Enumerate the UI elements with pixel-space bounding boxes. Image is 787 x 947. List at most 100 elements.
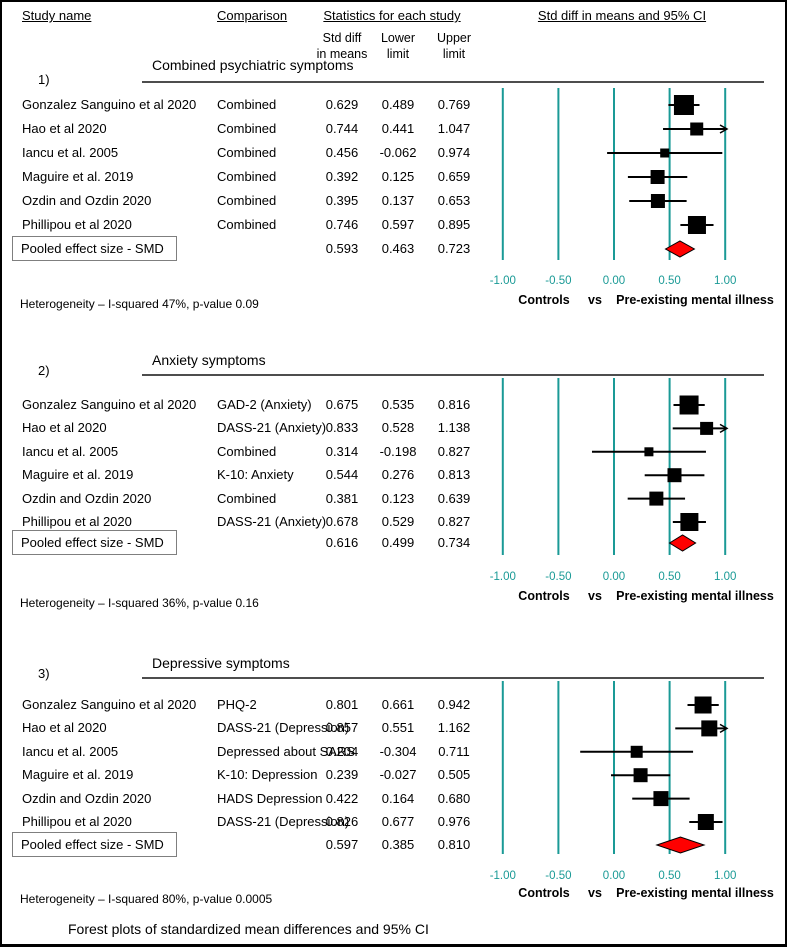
pooled-value-cell: 0.597 bbox=[325, 837, 359, 852]
effect-size-marker bbox=[653, 791, 669, 807]
comparison-cell: K-10: Anxiety bbox=[217, 467, 294, 483]
stat-value-cell: 0.653 bbox=[437, 193, 471, 208]
stat-value-cell: 0.661 bbox=[381, 697, 415, 712]
stat-value-cell: 0.629 bbox=[325, 97, 359, 112]
study-name-cell: Hao et al 2020 bbox=[22, 420, 107, 436]
axis-tick-label: 0.50 bbox=[658, 870, 681, 882]
stat-value-cell: 0.659 bbox=[437, 169, 471, 184]
stat-value-cell: 0.833 bbox=[325, 420, 359, 436]
stat-value-cell: -0.027 bbox=[379, 767, 417, 783]
comparison-cell: K-10: Depression bbox=[217, 767, 318, 783]
stat-value-cell: 0.422 bbox=[325, 790, 359, 806]
study-name-cell: Ozdin and Ozdin 2020 bbox=[22, 193, 152, 208]
stat-value-cell: 1.162 bbox=[437, 720, 471, 736]
stat-value-cell: 0.544 bbox=[325, 467, 359, 483]
panel-title-rule bbox=[142, 677, 764, 679]
stat-value-cell: 0.125 bbox=[381, 169, 415, 184]
axis-footer-vs: vs bbox=[588, 293, 602, 307]
panel-number: 3) bbox=[38, 666, 50, 681]
column-header-comparison: Comparison bbox=[217, 8, 288, 23]
pooled-label-box: Pooled effect size - SMD bbox=[12, 530, 177, 555]
stat-value-cell: -0.304 bbox=[379, 743, 417, 759]
stat-value-cell: 0.551 bbox=[381, 720, 415, 736]
axis-footer-right: Pre-existing mental illness bbox=[616, 293, 774, 307]
ci-arrowhead bbox=[719, 423, 729, 434]
study-name-cell: Phillipou et al 2020 bbox=[22, 814, 132, 829]
stat-value-cell: 0.857 bbox=[325, 720, 359, 736]
stat-value-cell: 0.678 bbox=[325, 514, 359, 529]
stat-value-cell: 0.456 bbox=[325, 145, 359, 160]
axis-footer-vs: vs bbox=[588, 589, 602, 603]
axis-footer-right: Pre-existing mental illness bbox=[616, 886, 774, 900]
study-name-cell: Maguire et al. 2019 bbox=[22, 767, 134, 783]
study-name-cell: Iancu et al. 2005 bbox=[22, 743, 119, 759]
stat-value-cell: -0.062 bbox=[379, 145, 417, 160]
stat-value-cell: 0.816 bbox=[437, 397, 471, 412]
stat-subheader-line: Std diff bbox=[322, 31, 362, 45]
comparison-cell: HADS Depression bbox=[217, 790, 323, 806]
ci-arrowhead bbox=[719, 124, 729, 134]
study-name-cell: Maguire et al. 2019 bbox=[22, 169, 134, 184]
panel-title: Depressive symptoms bbox=[152, 655, 290, 671]
stat-value-cell: 0.827 bbox=[437, 514, 471, 529]
stat-value-cell: 0.895 bbox=[437, 217, 471, 232]
stat-value-cell: 0.535 bbox=[381, 397, 415, 412]
effect-size-marker bbox=[667, 468, 682, 483]
comparison-cell: Combined bbox=[217, 169, 277, 184]
stat-value-cell: 0.711 bbox=[438, 743, 470, 759]
pooled-value-cell: 0.499 bbox=[381, 535, 415, 550]
pooled-value-cell: 0.463 bbox=[381, 241, 415, 256]
pooled-label-box: Pooled effect size - SMD bbox=[12, 832, 177, 857]
pooled-value-cell: 0.723 bbox=[437, 241, 471, 256]
stat-value-cell: 0.675 bbox=[325, 397, 359, 412]
study-name-cell: Iancu et al. 2005 bbox=[22, 145, 119, 160]
axis-tick-label: 0.00 bbox=[602, 870, 626, 882]
panel-number: 1) bbox=[38, 72, 50, 87]
axis-tick-label: -0.50 bbox=[545, 275, 572, 287]
stat-subheader-line: in means bbox=[316, 47, 368, 61]
stat-value-cell: 0.489 bbox=[381, 97, 415, 112]
stat-value-cell: 0.276 bbox=[381, 467, 415, 483]
pooled-diamond bbox=[664, 240, 696, 258]
stat-value-cell: 0.801 bbox=[325, 697, 359, 712]
pooled-label-box: Pooled effect size - SMD bbox=[12, 236, 177, 261]
axis-footer-left: Controls bbox=[518, 886, 570, 900]
stat-value-cell: 0.639 bbox=[437, 490, 471, 506]
column-header-study: Study name bbox=[22, 8, 92, 23]
stat-subheader-line: Lower bbox=[380, 31, 416, 45]
stat-value-cell: 0.769 bbox=[437, 97, 471, 112]
axis-footer-left: Controls bbox=[518, 293, 570, 307]
study-name-cell: Hao et al 2020 bbox=[22, 720, 107, 736]
comparison-cell: PHQ-2 bbox=[217, 697, 257, 712]
axis-tick-label: -1.00 bbox=[489, 571, 516, 583]
stat-value-cell: 0.505 bbox=[437, 767, 471, 783]
stat-value-cell: 0.744 bbox=[325, 121, 359, 136]
stat-value-cell: 0.677 bbox=[381, 814, 415, 829]
axis-tick-label: 0.00 bbox=[602, 275, 626, 287]
study-name-cell: Maguire et al. 2019 bbox=[22, 467, 134, 483]
effect-size-marker bbox=[701, 720, 718, 737]
pooled-diamond bbox=[668, 534, 697, 552]
panel-number: 2) bbox=[38, 363, 50, 378]
effect-size-marker bbox=[694, 696, 712, 714]
comparison-cell: Combined bbox=[217, 193, 277, 208]
panel-title: Combined psychiatric symptoms bbox=[152, 57, 354, 73]
panel-title-rule bbox=[142, 374, 764, 376]
stat-value-cell: 0.123 bbox=[381, 490, 415, 506]
effect-size-marker bbox=[673, 95, 694, 115]
study-name-cell: Gonzalez Sanguino et al 2020 bbox=[22, 397, 197, 412]
effect-size-marker bbox=[650, 194, 665, 208]
comparison-cell: Combined bbox=[217, 217, 277, 232]
stat-value-cell: 0.239 bbox=[325, 767, 359, 783]
panel-title: Anxiety symptoms bbox=[152, 352, 266, 368]
pooled-diamond bbox=[655, 836, 706, 854]
stat-value-cell: 0.813 bbox=[437, 467, 471, 483]
study-name-cell: Iancu et al. 2005 bbox=[22, 443, 119, 459]
axis-tick-label: -1.00 bbox=[489, 870, 516, 882]
effect-size-marker bbox=[633, 768, 648, 783]
pooled-value-cell: 0.385 bbox=[381, 837, 415, 852]
effect-size-marker bbox=[700, 421, 714, 435]
stat-subheader-line: Upper bbox=[436, 31, 472, 45]
